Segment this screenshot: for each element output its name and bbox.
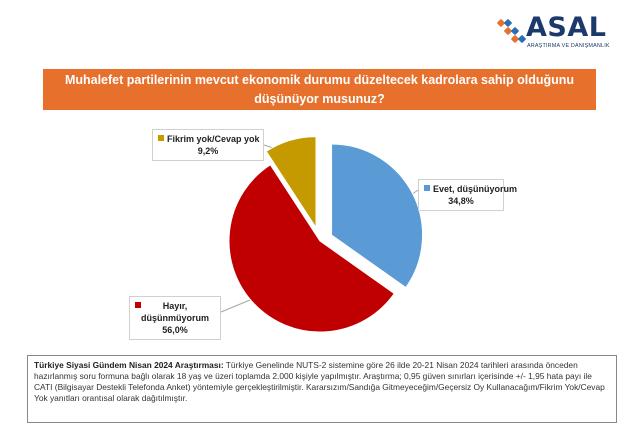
pie-slice-hayir [228, 164, 395, 333]
slice-label-fikrim-yok: Fikrim yok/Cevap yok 9,2% [152, 129, 264, 161]
slice-label-hayir: Hayır, düşünmüyorum 56,0% [129, 296, 221, 340]
label-fikrim-name: Fikrim yok/Cevap yok [167, 134, 260, 144]
logo-tagline: ARAŞTIRMA VE DANIŞMANLIK [527, 43, 610, 49]
methodology-note: Türkiye Siyasi Gündem Nisan 2024 Araştır… [27, 355, 617, 423]
question-banner: Muhalefet partilerinin mevcut ekonomik d… [43, 69, 596, 110]
question-text: Muhalefet partilerinin mevcut ekonomik d… [64, 72, 575, 106]
legend-swatch-evet [424, 185, 430, 191]
footer-title: Türkiye Siyasi Gündem Nisan 2024 Araştır… [34, 360, 224, 370]
pie-slice-evet [331, 143, 424, 289]
asal-logo: ASAL ARAŞTIRMA VE DANIŞMANLIK [496, 12, 610, 52]
label-evet-name: Evet, düşünüyorum [433, 184, 518, 194]
footer-text: Türkiye Genelinde NUTS-2 sistemine göre … [34, 360, 605, 403]
callout-line-hayir [220, 299, 251, 313]
legend-swatch-fikrim-yok [158, 135, 164, 141]
pie-slices [228, 136, 424, 333]
label-hayir-name-1: Hayır, [162, 301, 188, 311]
label-hayir-value: 56,0% [162, 325, 188, 335]
label-evet-value: 34,8% [448, 196, 474, 206]
legend-swatch-hayir [135, 302, 141, 308]
logo-wordmark: ASAL [526, 12, 607, 43]
label-fikrim-value: 9,2% [197, 146, 219, 156]
asal-logo-mark-icon [497, 19, 526, 43]
slice-label-evet: Evet, düşünüyorum 34,8% [418, 179, 518, 211]
label-hayir-name-2: düşünmüyorum [140, 313, 209, 323]
pie-slice-fikrim-yok [265, 136, 317, 230]
